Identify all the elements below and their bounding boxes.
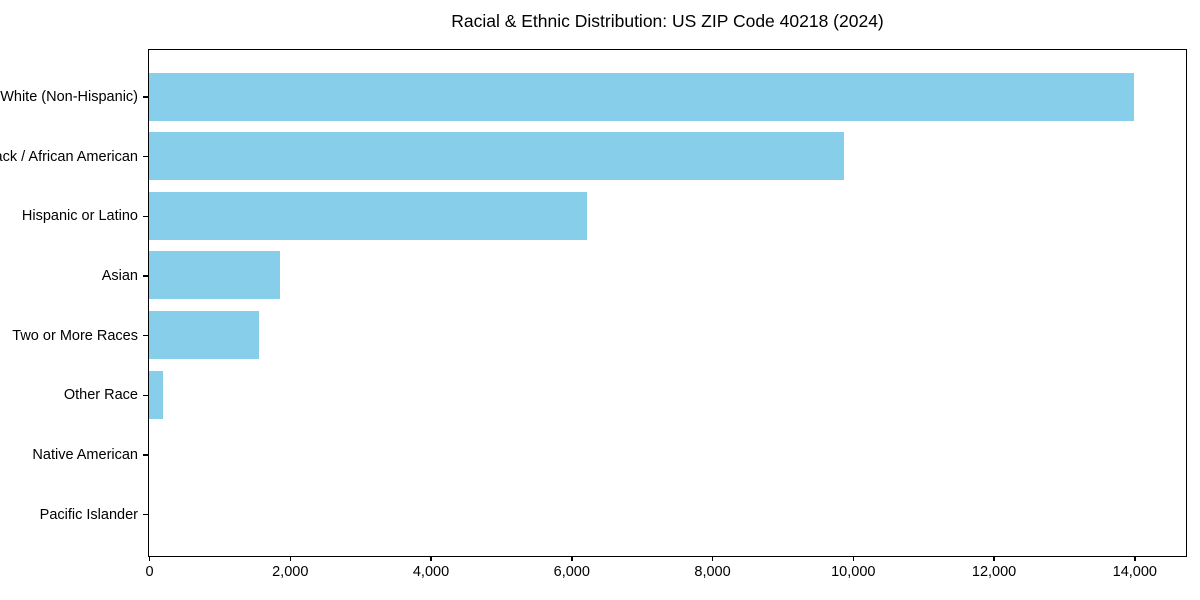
x-axis-tick-label: 4,000 [412, 564, 450, 580]
x-axis-tick [148, 556, 151, 561]
y-axis-tick [143, 513, 148, 516]
y-axis-label: Black / African American [0, 148, 138, 165]
x-axis-tick-label: 0 [145, 564, 154, 580]
y-axis-label: Other Race [63, 387, 138, 404]
y-axis-label: Native American [32, 446, 138, 463]
bar-other-race [149, 370, 163, 419]
x-axis-tick [852, 556, 855, 561]
x-axis-tick [993, 556, 995, 561]
y-axis-tick [143, 334, 148, 337]
x-axis-tick-label: 14,000 [1112, 564, 1157, 580]
plot-area [148, 49, 1187, 557]
bar-two-or-more-races [149, 311, 259, 360]
y-axis-tick [143, 275, 148, 277]
x-axis-tick [289, 556, 291, 561]
y-axis-label: Hispanic or Latino [21, 208, 138, 225]
y-axis-tick [143, 454, 148, 456]
x-axis-tick-label: 6,000 [553, 564, 590, 580]
x-axis-tick [571, 556, 573, 561]
x-axis-tick-label: 8,000 [694, 564, 731, 580]
y-axis-label: Two or More Races [12, 327, 138, 344]
y-axis-tick [143, 215, 148, 218]
bar-black-african-american [149, 132, 844, 181]
bar-hispanic-or-latino [149, 191, 587, 240]
y-axis-tick [143, 394, 148, 397]
y-axis-tick [143, 155, 148, 158]
y-axis-label: Asian [101, 267, 138, 284]
y-axis-tick [143, 96, 148, 98]
x-axis-tick-label: 2,000 [272, 564, 309, 580]
x-axis-tick-label: 10,000 [831, 564, 876, 580]
x-axis-tick [1134, 556, 1136, 561]
bar-asian [149, 251, 280, 300]
x-axis-tick [711, 556, 714, 561]
chart-title: Racial & Ethnic Distribution: US ZIP Cod… [451, 11, 884, 31]
bar-white-non-hispanic [149, 72, 1134, 121]
y-axis-label: Pacific Islander [39, 506, 138, 523]
y-axis-label: White (Non-Hispanic) [0, 89, 138, 105]
x-axis-tick [430, 556, 432, 561]
x-axis-tick-label: 12,000 [971, 564, 1017, 580]
